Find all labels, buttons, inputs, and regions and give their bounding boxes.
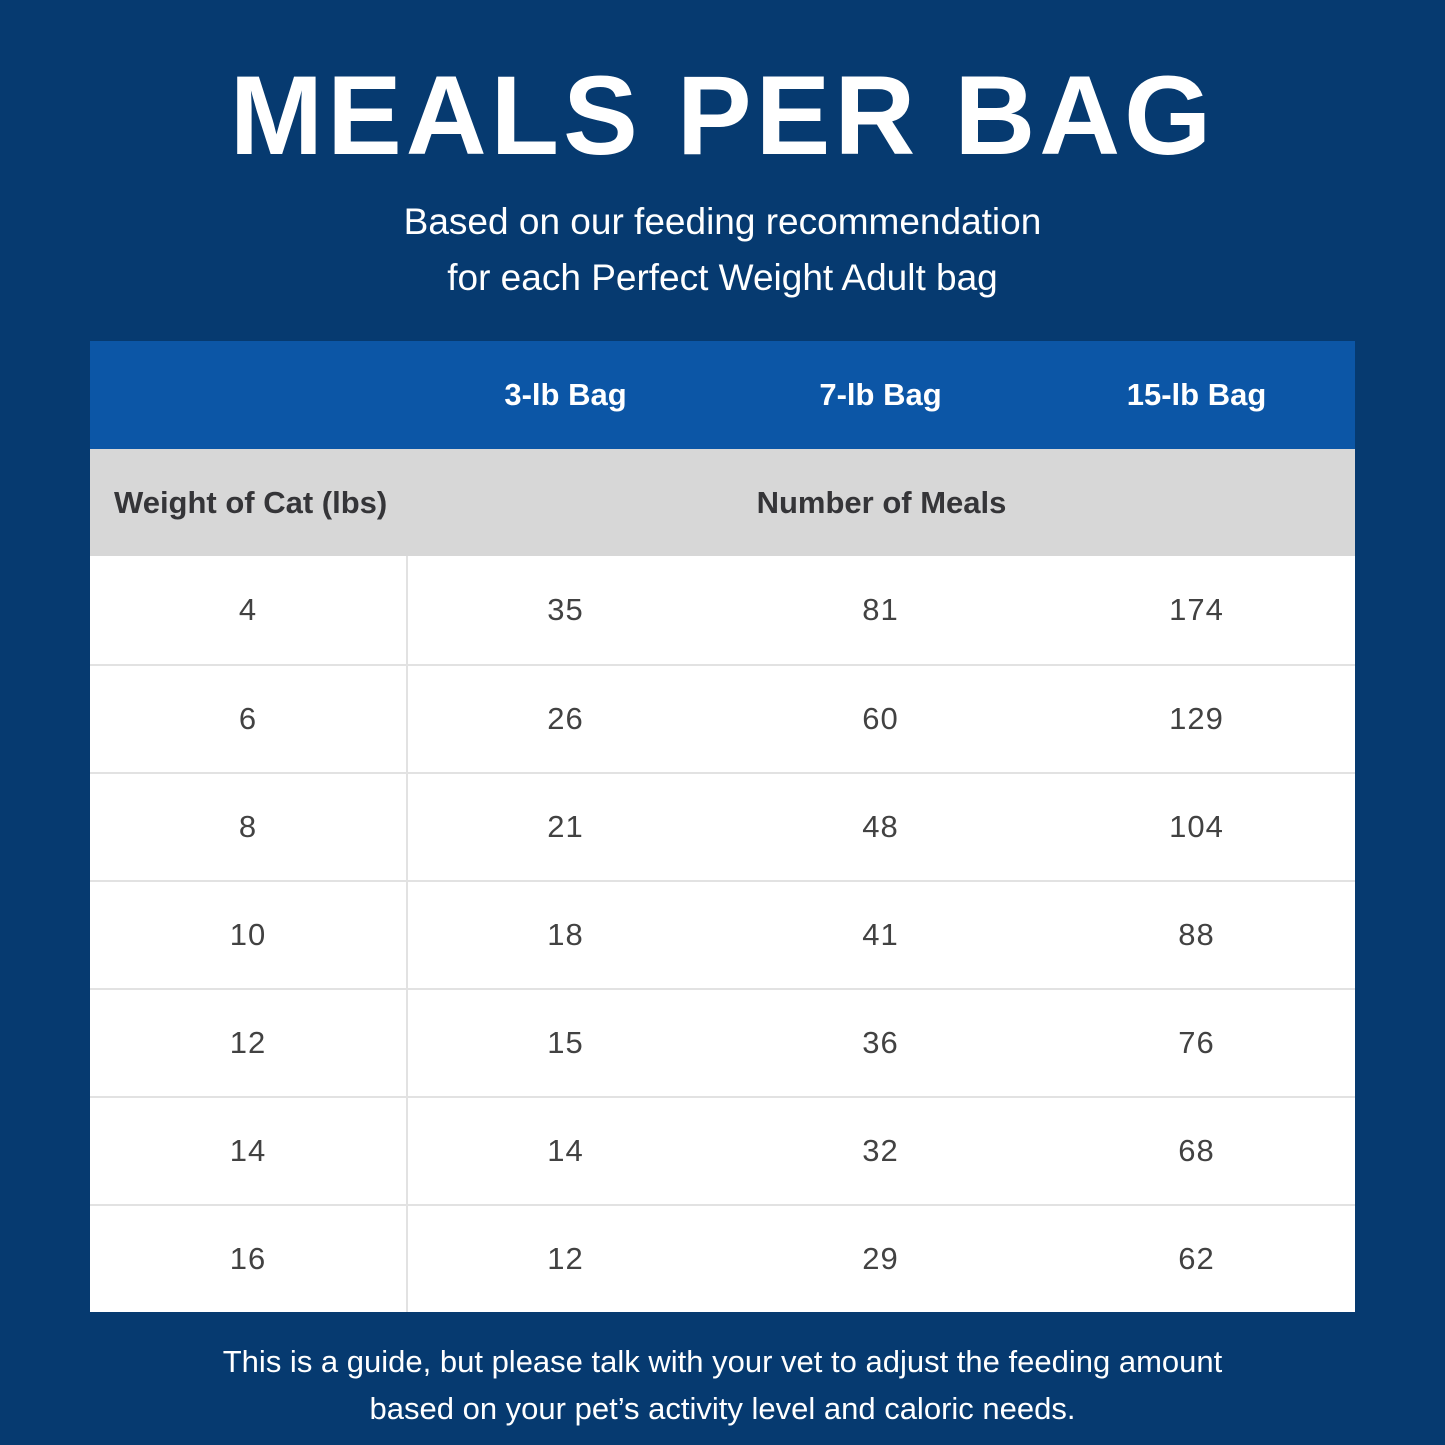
column-header-3lb-bag: 3-lb Bag: [504, 377, 627, 412]
column-header-15lb-bag: 15-lb Bag: [1126, 377, 1267, 412]
meals-7lb-value: 48: [862, 809, 899, 844]
weight-value: 14: [90, 1098, 408, 1204]
table-row: 6 26 60 129: [90, 664, 1355, 772]
sub-header-row: Weight of Cat (lbs) Number of Meals: [90, 449, 1355, 556]
weight-value: 8: [90, 774, 408, 880]
table-row: 14 14 32 68: [90, 1096, 1355, 1204]
meals-7lb-value: 29: [862, 1241, 899, 1276]
meals-3lb-value: 26: [547, 701, 584, 736]
meals-15lb-value: 88: [1178, 917, 1215, 952]
meals-3lb-value: 14: [547, 1133, 584, 1168]
page-title: MEALS PER BAG: [229, 53, 1216, 178]
weight-of-cat-header: Weight of Cat (lbs): [114, 484, 388, 520]
subtitle: Based on our feeding recommendation for …: [0, 194, 1445, 306]
table-row: 4 35 81 174: [90, 556, 1355, 664]
meals-table: 3-lb Bag 7-lb Bag 15-lb Bag Weight of Ca…: [90, 341, 1355, 1312]
meals-7lb-value: 36: [862, 1025, 899, 1060]
meals-15lb-value: 76: [1178, 1025, 1215, 1060]
weight-value: 6: [90, 666, 408, 772]
meals-15lb-value: 68: [1178, 1133, 1215, 1168]
weight-value: 10: [90, 882, 408, 988]
table-row: 16 12 29 62: [90, 1204, 1355, 1312]
column-header-7lb-bag: 7-lb Bag: [819, 377, 942, 412]
meals-3lb-value: 35: [547, 592, 584, 627]
meals-7lb-value: 60: [862, 701, 899, 736]
meals-7lb-value: 41: [862, 917, 899, 952]
meals-15lb-value: 62: [1178, 1241, 1215, 1276]
bag-header-row: 3-lb Bag 7-lb Bag 15-lb Bag: [90, 341, 1355, 449]
weight-value: 4: [90, 556, 408, 664]
meals-7lb-value: 81: [862, 592, 899, 627]
meals-3lb-value: 12: [547, 1241, 584, 1276]
footer-line-1: This is a guide, but please talk with yo…: [222, 1344, 1223, 1379]
table-row: 12 15 36 76: [90, 988, 1355, 1096]
meals-7lb-value: 32: [862, 1133, 899, 1168]
subtitle-line-1: Based on our feeding recommendation: [403, 201, 1042, 242]
number-of-meals-header: Number of Meals: [756, 484, 1007, 520]
meals-15lb-value: 174: [1169, 592, 1224, 627]
table-row: 8 21 48 104: [90, 772, 1355, 880]
meals-3lb-value: 21: [547, 809, 584, 844]
table-row: 10 18 41 88: [90, 880, 1355, 988]
footer-disclaimer: This is a guide, but please talk with yo…: [0, 1338, 1445, 1432]
meals-15lb-value: 129: [1169, 701, 1224, 736]
table-body: 4 35 81 174 6 26 60 129 8 21 48 104 10 1…: [90, 556, 1355, 1312]
footer-line-2: based on your pet’s activity level and c…: [369, 1391, 1076, 1426]
meals-15lb-value: 104: [1169, 809, 1224, 844]
subtitle-line-2: for each Perfect Weight Adult bag: [447, 257, 998, 298]
meals-3lb-value: 15: [547, 1025, 584, 1060]
weight-value: 16: [90, 1206, 408, 1312]
bag-header-spacer: [90, 341, 408, 449]
meals-3lb-value: 18: [547, 917, 584, 952]
weight-value: 12: [90, 990, 408, 1096]
